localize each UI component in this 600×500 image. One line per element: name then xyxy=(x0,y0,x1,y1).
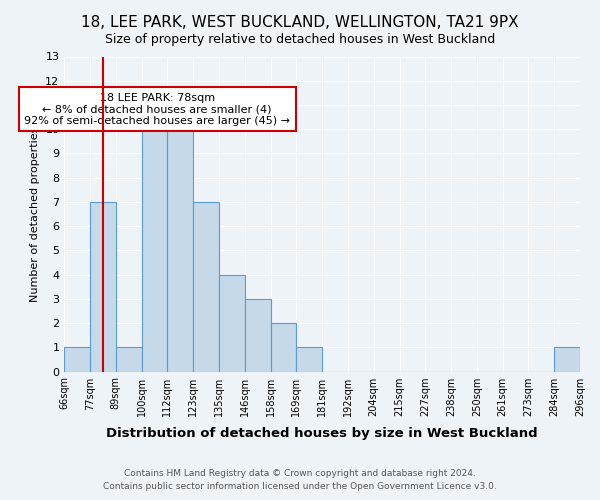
Y-axis label: Number of detached properties: Number of detached properties xyxy=(30,126,40,302)
X-axis label: Distribution of detached houses by size in West Buckland: Distribution of detached houses by size … xyxy=(106,427,538,440)
Bar xyxy=(554,348,580,372)
Bar xyxy=(64,348,90,372)
Bar xyxy=(142,129,167,372)
Text: Contains HM Land Registry data © Crown copyright and database right 2024.
Contai: Contains HM Land Registry data © Crown c… xyxy=(103,469,497,491)
Text: 18, LEE PARK, WEST BUCKLAND, WELLINGTON, TA21 9PX: 18, LEE PARK, WEST BUCKLAND, WELLINGTON,… xyxy=(81,15,519,30)
Bar xyxy=(219,274,245,372)
Bar xyxy=(116,348,142,372)
Bar xyxy=(167,105,193,372)
Text: Size of property relative to detached houses in West Buckland: Size of property relative to detached ho… xyxy=(105,32,495,46)
Bar xyxy=(90,202,116,372)
Bar xyxy=(296,348,322,372)
Bar xyxy=(245,299,271,372)
Bar xyxy=(193,202,219,372)
Text: 18 LEE PARK: 78sqm
← 8% of detached houses are smaller (4)
92% of semi-detached : 18 LEE PARK: 78sqm ← 8% of detached hous… xyxy=(24,92,290,126)
Bar xyxy=(271,323,296,372)
